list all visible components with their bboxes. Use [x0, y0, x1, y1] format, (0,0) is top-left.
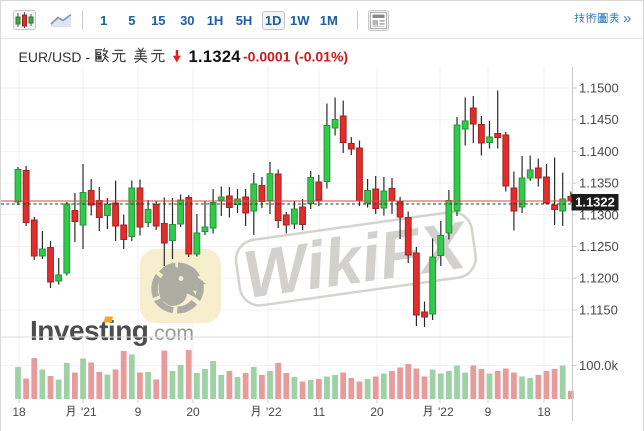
svg-text:-0.0001 (-0.01%): -0.0001 (-0.01%): [243, 49, 348, 65]
svg-text:'22: '22: [266, 405, 282, 419]
svg-text:1.1324: 1.1324: [189, 48, 242, 66]
svg-text:20: 20: [186, 405, 200, 419]
svg-text:100.0k: 100.0k: [579, 358, 619, 373]
svg-text:11: 11: [313, 405, 326, 419]
svg-text:1.1250: 1.1250: [579, 239, 619, 254]
svg-text:20: 20: [370, 405, 384, 419]
svg-text:EUR/USD -: EUR/USD -: [19, 49, 91, 65]
svg-text:1.1350: 1.1350: [579, 176, 619, 191]
svg-text:1.1200: 1.1200: [579, 271, 619, 286]
svg-text:9: 9: [485, 405, 492, 419]
svg-text:1.1150: 1.1150: [579, 302, 618, 317]
svg-text:1.1400: 1.1400: [579, 144, 619, 159]
svg-text:18: 18: [537, 405, 551, 419]
svg-text:18: 18: [12, 405, 26, 419]
svg-text:»: »: [623, 10, 631, 27]
svg-text:9: 9: [135, 405, 142, 419]
svg-text:'22: '22: [438, 405, 454, 419]
svg-text:1.1300: 1.1300: [579, 207, 619, 222]
svg-text:1.1500: 1.1500: [579, 81, 619, 96]
svg-text:WikiFX: WikiFX: [239, 207, 474, 313]
svg-text:1.1322: 1.1322: [575, 195, 615, 210]
svg-text:'21: '21: [81, 405, 97, 419]
svg-text:1.1450: 1.1450: [579, 112, 619, 127]
